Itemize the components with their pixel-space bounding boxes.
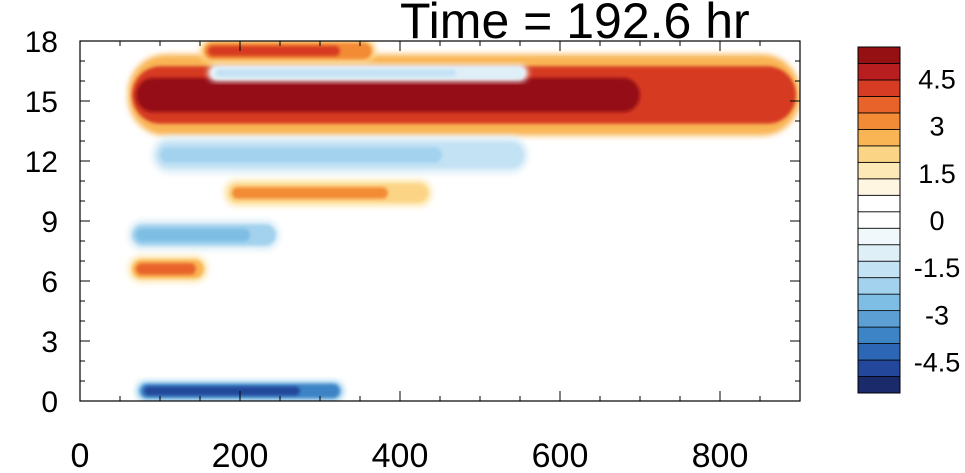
x-tick-label: 600 [532,437,589,473]
colorbar-swatch [857,194,901,213]
colorbar-swatch [857,227,901,246]
colorbar-label: -3 [925,300,949,330]
colorbar-swatch [857,343,901,361]
plot-area: 0 200 400 600 800 0 3 6 9 12 15 18 [25,26,801,473]
colorbar-label: 4.5 [918,64,956,94]
chart-title: Time = 192.6 hr [400,0,750,49]
x-tick-label: 400 [372,437,429,473]
heatmap-field [128,41,800,401]
colorbar-swatch [857,63,901,81]
y-tick-label: 12 [25,146,58,179]
x-ticks: 0 200 400 600 800 [71,41,801,473]
heatmap-core [144,386,300,396]
heatmap-core [208,45,340,57]
y-tick-label: 18 [25,26,58,59]
colorbar-swatch [857,244,901,262]
x-tick-label: 0 [71,437,90,473]
heatmap-core [216,69,456,77]
heatmap-core [136,263,196,275]
heatmap-feature-2 [208,64,528,82]
colorbar-swatch [857,128,901,147]
colorbar-label: -4.5 [914,348,961,378]
colorbar-swatch [857,359,901,377]
colorbar-label: 0 [929,206,944,236]
colorbar-swatch [857,310,901,328]
colorbar-frame [857,46,901,394]
y-tick-label: 0 [41,386,58,419]
colorbar-swatch [857,178,901,196]
colorbar-swatch [857,112,901,130]
y-tick-label: 3 [41,326,58,359]
colorbar-swatch [857,277,901,295]
colorbar-swatch [857,211,901,229]
heatmap-feature-1 [200,41,376,63]
colorbar-swatch [857,145,901,163]
y-tick-label: 6 [41,266,58,299]
colorbar: 4.5 3 1.5 0 -1.5 -3 -4.5 [857,46,961,394]
heatmap-feature-4 [224,179,432,207]
heatmap-core [232,187,388,199]
colorbar-swatch [857,79,901,97]
y-tick-label: 15 [25,86,58,119]
heatmap-core [136,77,640,113]
heatmap-core [136,228,250,242]
colorbar-label: 3 [929,112,944,142]
x-tick-label: 800 [692,437,749,473]
colorbar-swatch [857,326,901,344]
colorbar-label: 1.5 [918,159,956,189]
colorbar-label: -1.5 [914,253,961,283]
heatmap-feature-6 [128,255,208,283]
colorbar-swatch [857,46,901,64]
colorbar-swatch [857,96,901,114]
colorbar-swatch [857,260,901,279]
x-tick-label: 200 [212,437,269,473]
heatmap-feature-5 [128,219,280,251]
colorbar-swatch [857,161,901,180]
y-ticks: 0 3 6 9 12 15 18 [25,26,800,419]
colorbar-swatch [857,376,901,394]
heatmap-core [160,147,442,163]
heatmap-feature-3 [152,136,528,174]
y-tick-label: 9 [41,206,58,239]
colorbar-swatch [857,293,901,312]
